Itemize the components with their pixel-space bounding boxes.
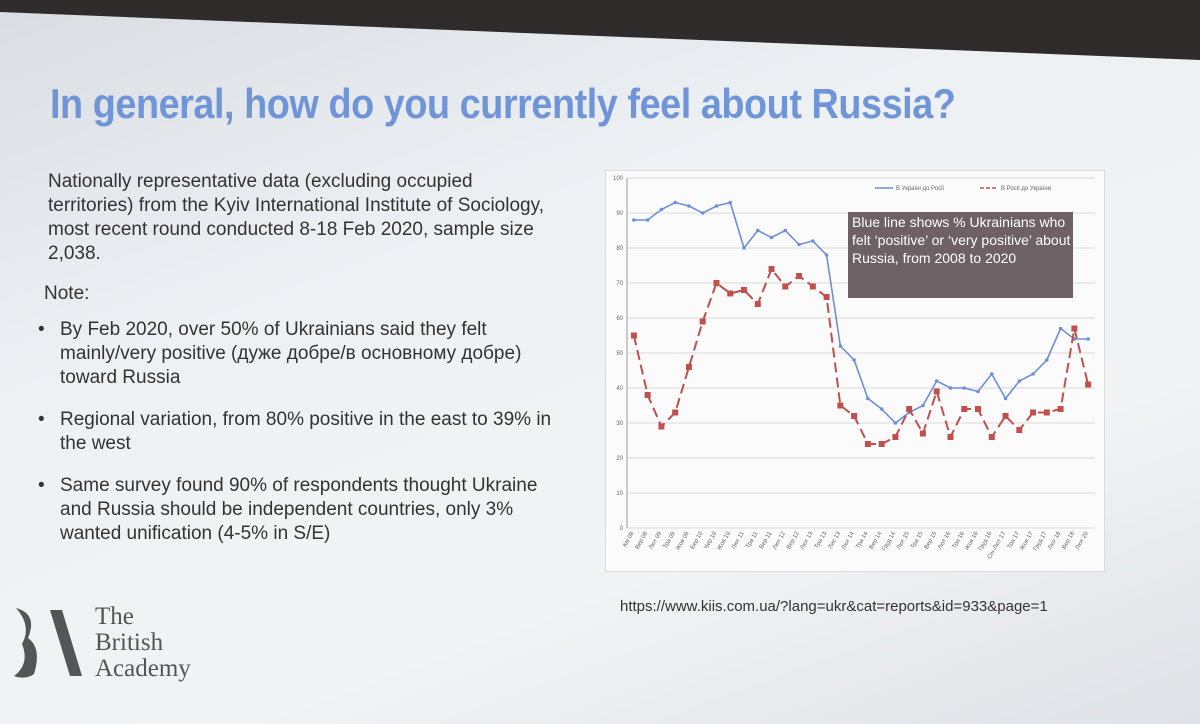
series-line [632,267,1090,445]
point [961,406,968,412]
point [988,434,995,440]
y-tick-label: 50 [616,351,623,357]
y-tick-label: 60 [616,316,623,322]
point [659,207,664,212]
point [989,372,994,376]
point [934,379,939,383]
y-tick-label: 90 [616,211,623,217]
logo-line: British [95,629,164,656]
logo-text: The British Academy [95,604,191,682]
point [878,441,885,447]
point [1030,409,1037,416]
annotation: Blue line shows % Ukrainians who felt ‘p… [852,214,1071,266]
legend-label: В Україні до Росії [896,186,944,192]
y-tick-label: 70 [616,281,623,287]
point [658,423,665,430]
y-tick-label: 10 [616,491,623,497]
point [1043,409,1050,416]
point [797,242,801,247]
point [699,318,706,325]
point [962,386,967,390]
point [1071,325,1078,332]
note: Note: [44,283,90,304]
point [727,290,734,297]
point [947,434,954,440]
point [742,246,746,250]
bullet: By Feb 2020, over 50% of Ukrainians said… [38,318,560,390]
point [893,421,898,425]
y-tick-label: 0 [620,526,624,532]
point [644,392,651,398]
point [906,406,913,412]
point [796,273,803,279]
point [728,200,733,205]
source-url: https://www.kiis.com.ua/?lang=ukr&cat=re… [620,598,1048,615]
point [755,228,760,233]
logo-line: The [95,603,134,630]
intro: Nationally representative data (excludin… [48,171,544,264]
bullet: Regional variation, from 80% positive in… [38,408,560,456]
point [754,301,761,307]
bullet: Same survey found 90% of respondents tho… [38,474,560,546]
y-tick-label: 30 [616,421,623,427]
point [838,344,843,348]
point [713,280,720,286]
point [673,200,677,205]
point [783,228,788,233]
y-tick-label: 20 [616,456,623,462]
point [824,253,829,257]
point [864,441,871,447]
point [645,218,650,222]
point [933,388,940,395]
point [741,287,747,293]
point [976,389,980,394]
point [1002,413,1009,419]
point [823,294,830,300]
point [700,211,705,215]
point [975,406,981,412]
point [632,218,636,222]
y-tick-label: 80 [616,246,623,252]
y-tick-label: 40 [616,386,623,392]
series-line [633,201,1089,425]
point [851,413,858,419]
point [1031,372,1035,376]
title: In general, how do you currently feel ab… [50,80,956,127]
point [1003,396,1008,401]
point [714,204,719,208]
point [1016,427,1023,433]
point [948,386,953,390]
point [879,407,884,411]
point [809,283,816,290]
point [1058,326,1063,331]
point [919,430,926,437]
point [811,239,815,243]
point [685,364,692,370]
logo-mark [14,608,82,678]
legend-label: В Росії до України [1001,186,1051,192]
logo-line: Academy [95,655,191,682]
y-tick-label: 100 [613,176,624,182]
point [1085,381,1092,388]
point [1086,337,1090,341]
point [1057,406,1064,412]
point [672,409,679,416]
point [837,402,844,409]
point [769,235,774,240]
point [782,283,789,290]
annotation-box [848,212,1073,298]
point [1017,379,1022,383]
point [768,266,775,272]
point [866,396,870,401]
point [892,434,899,440]
point [852,358,856,362]
annotation-text: Blue line shows % Ukrainians who felt ‘p… [852,214,1071,266]
point [630,332,637,339]
point [687,204,691,208]
point [921,403,925,408]
point [1045,358,1049,362]
